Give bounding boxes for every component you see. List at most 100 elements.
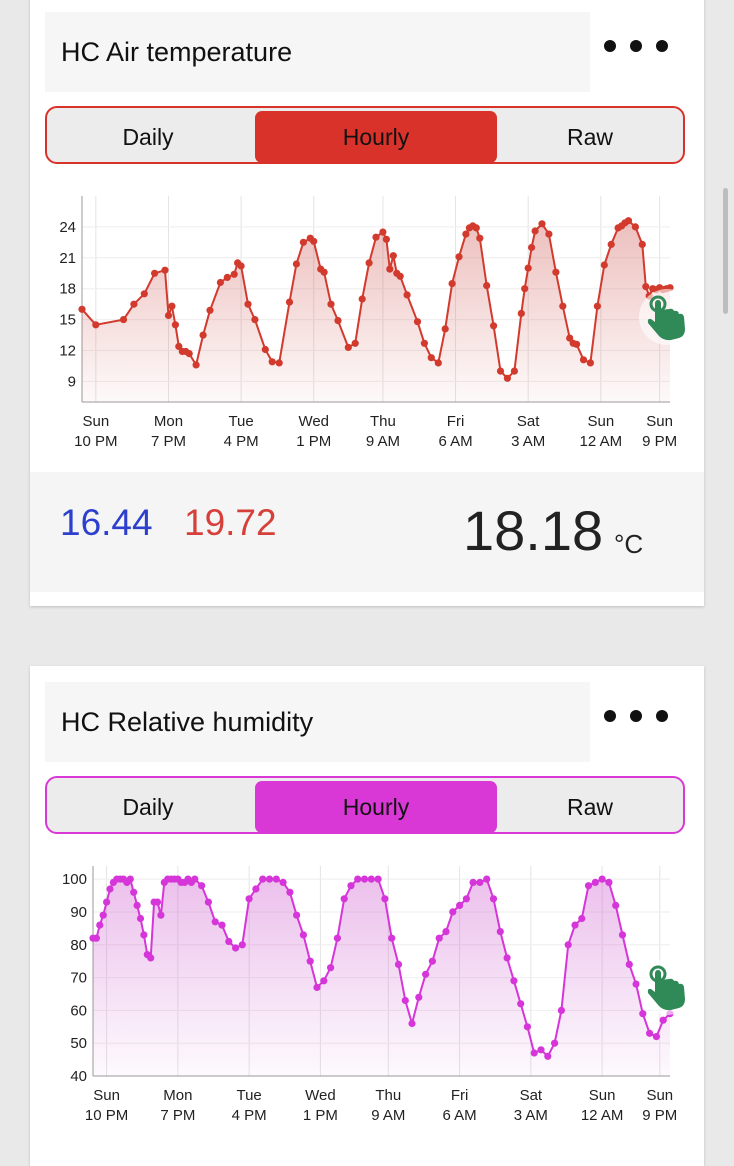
tab-daily[interactable]: Daily (122, 794, 174, 820)
data-point (130, 300, 138, 308)
data-points (89, 875, 674, 1060)
data-point (333, 934, 341, 942)
temperature-chart-svg[interactable]: 9 12 15 18 21 24 Sun 10 PM Mon 7 PM Tue 4 PM Wed 1 PM… (30, 186, 704, 466)
data-point (92, 934, 100, 942)
data-point (573, 340, 581, 348)
min-value: 16.44 (60, 502, 153, 543)
data-point (96, 921, 104, 929)
x-tick-label: Sun (82, 413, 109, 430)
current-value: 18.18 (463, 499, 604, 562)
data-point (265, 875, 274, 883)
x-tick-label: Tue (236, 1087, 261, 1104)
y-tick-label: 40 (70, 1068, 87, 1085)
data-point (216, 278, 224, 287)
data-point (455, 253, 463, 261)
y-tick-label: 100 (62, 871, 87, 888)
data-point (299, 931, 307, 939)
data-point (607, 240, 615, 248)
x-tick-label: Sat (517, 413, 540, 430)
tab-hourly[interactable]: Hourly (255, 781, 497, 833)
data-point (442, 928, 450, 936)
x-tick-label: 3 AM (511, 433, 545, 450)
data-point (403, 291, 411, 299)
data-point (476, 234, 484, 242)
data-point (551, 1039, 559, 1047)
tab-hourly[interactable]: Hourly (255, 111, 497, 163)
data-point (279, 878, 287, 886)
data-point (593, 302, 602, 310)
data-point (564, 941, 572, 949)
data-point (252, 885, 260, 893)
data-point (394, 960, 403, 968)
data-point (198, 882, 206, 890)
tab-raw[interactable]: Raw (566, 794, 613, 820)
x-tick-label: 6 AM (438, 433, 472, 450)
humidity-chart[interactable]: 40 50 60 70 80 90 100 Sun 10 PM Mon 7 PM Tue 4 PM Wed… (30, 856, 704, 1136)
data-point (503, 374, 511, 382)
data-point (192, 361, 200, 369)
data-point (469, 878, 477, 886)
x-tick-label: Thu (375, 1087, 401, 1104)
x-tick-label: Tue (228, 413, 253, 430)
data-point (367, 875, 375, 883)
humidity-chart-svg[interactable]: 40 50 60 70 80 90 100 Sun 10 PM Mon 7 PM Tue 4 PM Wed… (30, 856, 704, 1136)
data-point (496, 928, 504, 936)
time-range-segmented-control: Daily Hourly Raw (45, 776, 685, 834)
data-point (605, 878, 613, 886)
data-point (510, 367, 518, 375)
data-point (374, 875, 382, 883)
stats-footer: 16.44 19.72 18.18 °C (30, 472, 704, 592)
series-line (81, 219, 671, 380)
data-point (413, 318, 422, 326)
data-point (293, 911, 301, 919)
data-point (646, 1029, 654, 1037)
data-point (286, 888, 294, 896)
tap-gesture-icon (638, 958, 696, 1016)
page-scrollbar[interactable] (723, 188, 728, 314)
data-point (639, 1010, 647, 1018)
data-point (92, 321, 100, 329)
data-point (147, 954, 155, 962)
data-point (153, 898, 162, 906)
tab-daily[interactable]: Daily (122, 124, 174, 150)
data-point (133, 901, 141, 909)
data-point (379, 228, 387, 236)
data-point (586, 359, 595, 367)
x-tick-label: Sun (646, 413, 673, 430)
x-tick-label: 9 PM (642, 1107, 677, 1124)
data-point (600, 261, 608, 269)
data-point (496, 367, 505, 375)
data-point (631, 223, 640, 231)
data-point (388, 934, 396, 942)
data-point (642, 283, 650, 291)
y-tick-label: 21 (59, 250, 76, 267)
data-point (164, 311, 173, 320)
y-tick-label: 18 (59, 281, 76, 298)
data-point (559, 302, 567, 310)
data-point (206, 306, 214, 314)
x-tick-label: Sun (589, 1087, 616, 1104)
tab-raw[interactable]: Raw (566, 124, 613, 150)
data-point (168, 302, 176, 310)
data-point (347, 882, 355, 890)
data-point (624, 217, 633, 225)
more-dots-icon[interactable] (604, 702, 668, 730)
x-tick-label: Sun (646, 1087, 673, 1104)
x-tick-label: 9 AM (371, 1107, 405, 1124)
x-tick-label: Fri (451, 1087, 469, 1104)
data-point (225, 937, 233, 946)
x-tick-label: Sun (587, 413, 614, 430)
x-tick-label: 4 PM (232, 1107, 267, 1124)
x-tick-label: 6 AM (442, 1107, 476, 1124)
data-point (449, 908, 457, 916)
x-tick-label: 9 PM (642, 433, 677, 450)
data-point (310, 237, 318, 245)
y-tick-label: 90 (70, 904, 87, 921)
data-point (130, 888, 138, 896)
data-point (456, 901, 464, 909)
data-point (204, 898, 212, 906)
temperature-chart[interactable]: 9 12 15 18 21 24 Sun 10 PM Mon 7 PM Tue 4 PM Wed 1 PM… (30, 186, 704, 466)
more-dots-icon[interactable] (604, 32, 668, 60)
data-point (292, 260, 300, 268)
data-point (401, 996, 409, 1005)
